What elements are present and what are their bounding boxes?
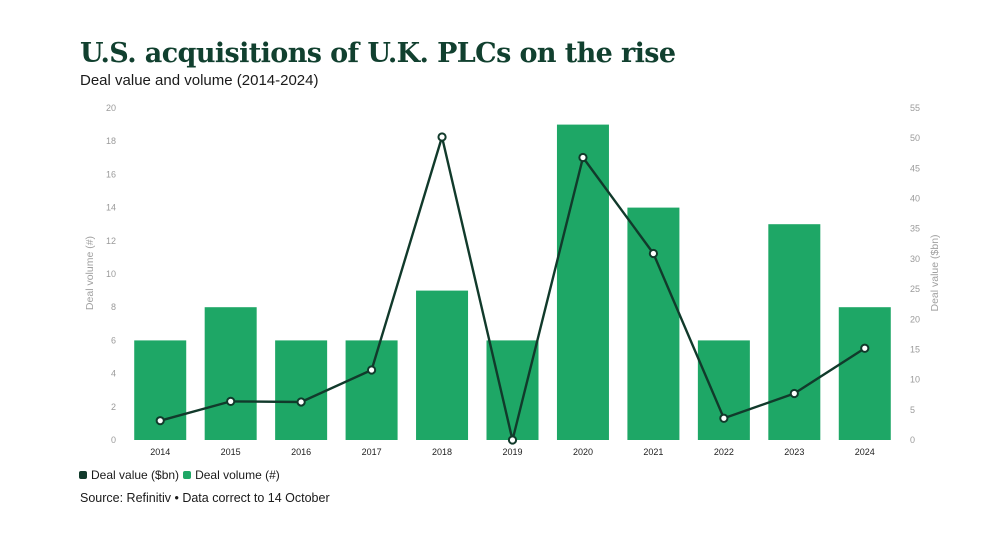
left-tick-label: 20 [106, 103, 116, 113]
volume-bar [768, 224, 821, 440]
x-tick-label: 2024 [855, 447, 875, 457]
value-point [789, 388, 799, 399]
left-axis-ticks: 0 2 4 6 8 10 12 14 16 18 20 [106, 103, 116, 445]
right-tick-label: 5 [910, 405, 915, 415]
volume-bar [345, 340, 398, 440]
legend-item-value: Deal value ($bn) [79, 468, 179, 482]
left-tick-label: 18 [106, 136, 116, 146]
legend-swatch-value [79, 471, 87, 479]
left-tick-label: 2 [111, 402, 116, 412]
right-tick-label: 40 [910, 194, 920, 204]
value-point [226, 396, 236, 406]
volume-bar [416, 290, 469, 440]
volume-bar [838, 307, 891, 440]
x-tick-label: 2021 [643, 447, 663, 457]
x-axis-ticks: 2014 2015 2016 2017 2018 2019 2020 2021 2022 2023… [150, 447, 875, 457]
x-tick-label: 2023 [784, 447, 804, 457]
volume-bar [486, 340, 539, 440]
left-tick-label: 14 [106, 203, 116, 213]
x-tick-label: 2014 [150, 447, 170, 457]
source-note: Source: Refinitiv • Data correct to 14 O… [80, 491, 330, 505]
volume-bar [697, 340, 750, 440]
left-tick-label: 16 [106, 169, 116, 179]
legend-item-volume: Deal volume (#) [183, 468, 280, 482]
left-tick-label: 12 [106, 236, 116, 246]
x-tick-label: 2018 [432, 447, 452, 457]
right-tick-label: 30 [910, 254, 920, 264]
right-tick-label: 20 [910, 314, 920, 324]
right-axis-ticks: 0 5 10 15 20 25 30 35 40 45 50 55 [910, 103, 920, 445]
value-point [507, 435, 518, 445]
value-point [648, 248, 659, 259]
value-point [366, 365, 377, 375]
legend-label-value: Deal value ($bn) [91, 468, 180, 482]
left-tick-label: 10 [106, 269, 116, 279]
volume-bar [204, 307, 257, 440]
value-point [860, 343, 870, 353]
left-tick-label: 0 [111, 435, 116, 445]
left-tick-label: 6 [111, 335, 116, 345]
right-tick-label: 50 [910, 133, 920, 143]
chart-title: U.S. acquisitions of U.K. PLCs on the ri… [80, 38, 676, 69]
value-point [437, 132, 447, 142]
value-series-points [155, 132, 870, 445]
x-tick-label: 2019 [502, 447, 522, 457]
right-axis-title: Deal value ($bn) [929, 234, 941, 311]
volume-bars [134, 124, 891, 440]
value-point [719, 413, 729, 423]
x-tick-label: 2016 [291, 447, 311, 457]
volume-bar [275, 340, 328, 440]
x-tick-label: 2017 [362, 447, 382, 457]
right-tick-label: 15 [910, 344, 920, 354]
left-tick-label: 4 [111, 369, 116, 379]
right-tick-label: 0 [910, 435, 915, 445]
legend: Deal value ($bn) Deal volume (#) [79, 468, 284, 482]
left-tick-label: 8 [111, 302, 116, 312]
right-tick-label: 25 [910, 284, 920, 294]
value-point [296, 397, 306, 407]
left-axis-title: Deal volume (#) [84, 236, 96, 310]
chart-subtitle: Deal value and volume (2014-2024) [80, 72, 319, 89]
legend-swatch-volume [183, 471, 192, 479]
value-point [155, 416, 165, 426]
value-point [578, 152, 588, 163]
x-tick-label: 2020 [573, 447, 593, 457]
right-tick-label: 35 [910, 224, 920, 234]
right-tick-label: 55 [910, 103, 920, 113]
right-tick-label: 45 [910, 163, 920, 173]
volume-bar [556, 124, 609, 440]
right-tick-label: 10 [910, 375, 920, 385]
x-tick-label: 2015 [221, 447, 241, 457]
x-tick-label: 2022 [714, 447, 734, 457]
volume-bar [627, 207, 680, 440]
legend-label-volume: Deal volume (#) [195, 468, 280, 482]
